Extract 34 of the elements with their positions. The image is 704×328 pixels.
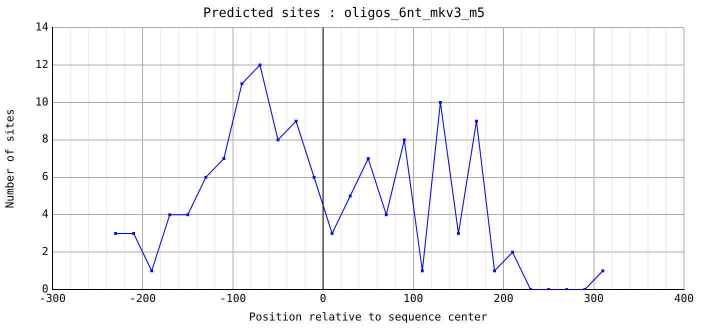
point [294,120,298,123]
point [438,101,442,104]
point [475,120,478,123]
chart-title: Predicted sites : oligos_6nt_mkv3_m5 [203,6,485,22]
y-axis-title: Number of sites [3,108,16,208]
point [150,269,154,272]
y-tick-label: 4 [42,208,49,221]
x-tick-label: 100 [403,292,424,306]
y-tick-label: 8 [42,132,48,146]
x-tick-label: 200 [494,292,514,306]
x-tick-label: 0 [320,292,326,306]
y-tick-label: 6 [42,170,48,184]
point [222,157,226,160]
y-tick-label: 14 [35,20,49,34]
point [240,82,244,86]
point [601,269,604,272]
x-tick-label: 400 [674,292,694,306]
point [348,194,352,198]
point [312,176,316,179]
point [366,157,370,160]
point [276,138,280,142]
point [114,232,118,235]
y-tick-label: 2 [42,245,48,258]
point [511,250,514,254]
x-tick-label: -200 [129,292,156,306]
point [132,232,136,235]
x-tick-label: -100 [220,292,246,306]
point [330,232,334,235]
point [420,269,424,272]
y-tick-label: 10 [35,95,48,108]
point [402,138,406,142]
x-tick-label: 300 [584,292,604,306]
x-axis-title: Position relative to sequence center [249,310,488,324]
y-tick-label: 12 [35,58,48,71]
